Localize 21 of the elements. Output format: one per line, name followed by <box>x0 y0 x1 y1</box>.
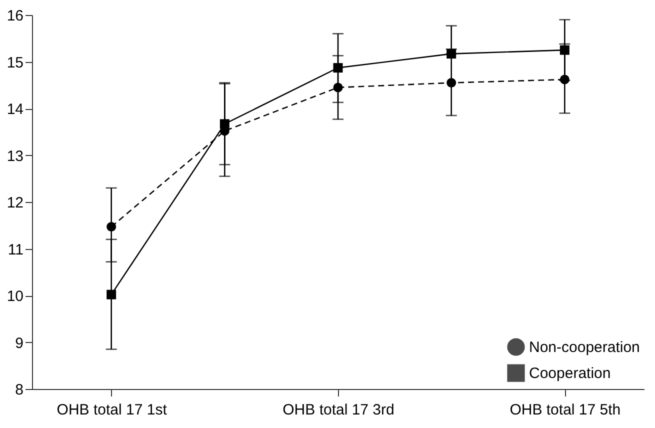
x-tick-label: OHB total 17 3rd <box>282 402 394 418</box>
y-tick-label: 8 <box>15 382 24 398</box>
point <box>333 63 343 73</box>
y-tick-label: 15 <box>6 54 24 72</box>
y-tick-label: 11 <box>8 241 24 258</box>
point <box>446 78 456 88</box>
point <box>220 119 230 129</box>
point <box>106 222 116 232</box>
y-tick-label: 12 <box>6 194 24 212</box>
legend-label: Non-cooperation <box>529 339 640 356</box>
legend-label: Cooperation <box>529 365 611 382</box>
point <box>446 49 456 59</box>
y-tick-label: 9 <box>15 334 24 352</box>
x-tick-label: OHB total 17 1st <box>56 402 168 418</box>
y-tick-label: 10 <box>6 288 24 305</box>
x-tick-label: OHB total 17 5th <box>510 402 621 418</box>
y-tick-label: 16 <box>6 8 24 24</box>
y-tick-label: 14 <box>6 101 24 118</box>
point <box>106 290 116 300</box>
y-tick-label: 13 <box>6 148 24 165</box>
point <box>560 45 570 55</box>
